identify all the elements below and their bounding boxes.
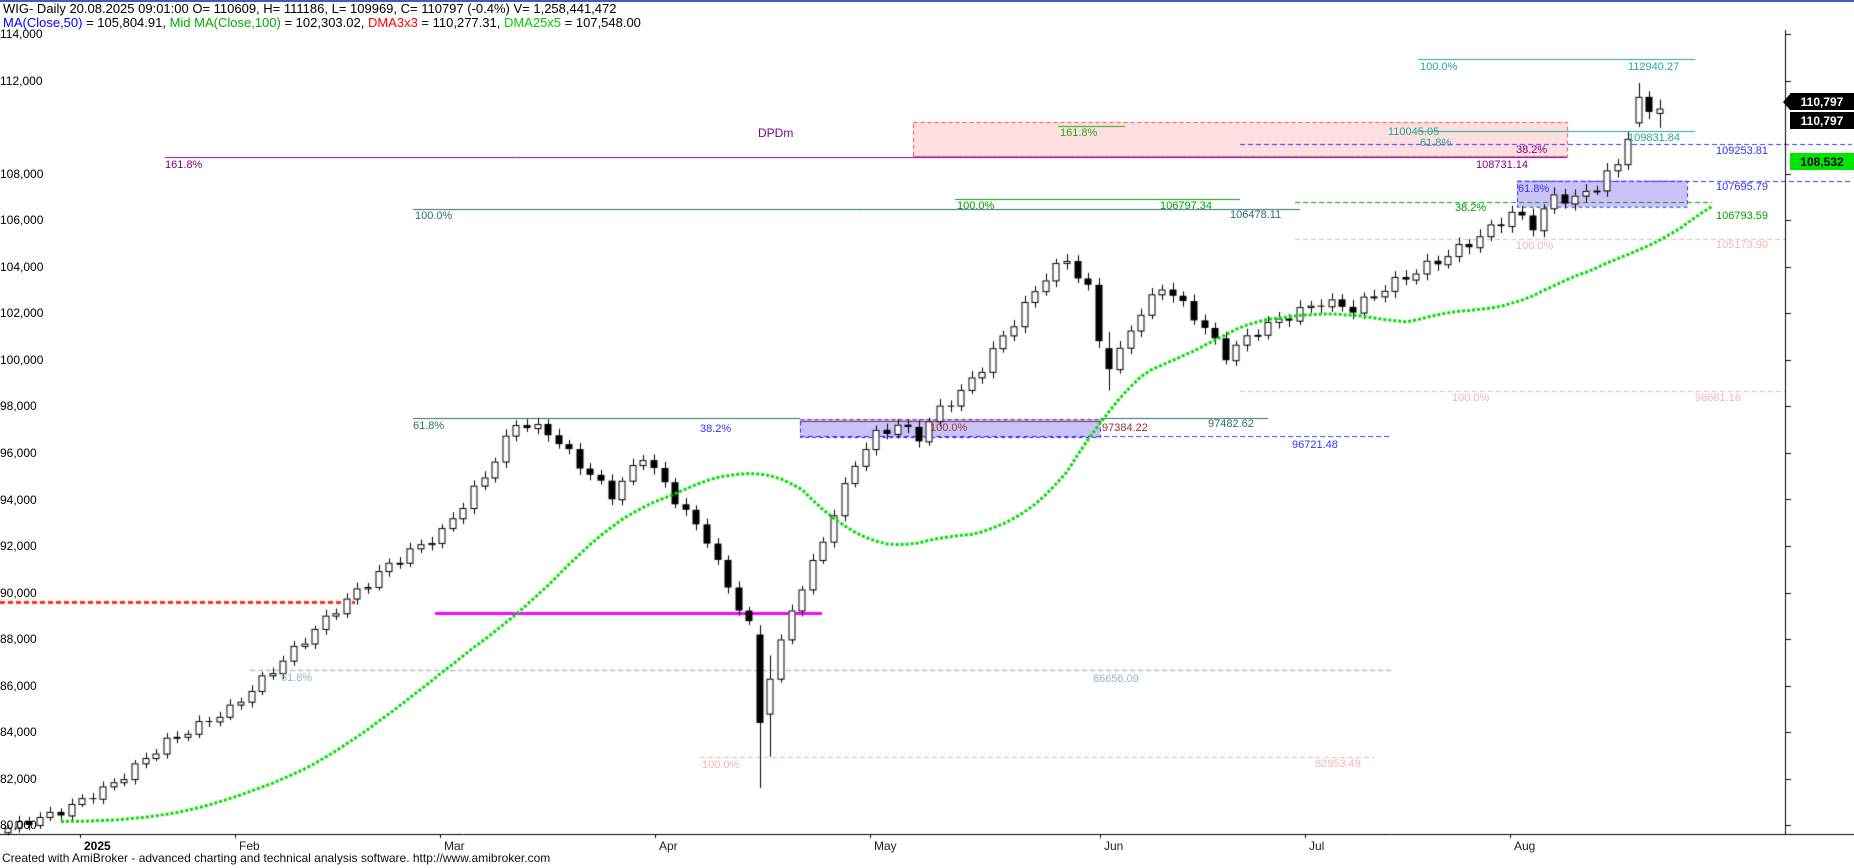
fib-level-label: 109253.81	[1716, 145, 1768, 158]
fib-level-label: 61.8%	[281, 672, 313, 685]
trendline-annotation: DPDm	[758, 126, 794, 140]
fib-level-label: 38.2%	[1516, 143, 1548, 156]
fib-level-label: 106793.59	[1716, 209, 1768, 222]
amibroker-credit-line: Created with AmiBroker - advanced charti…	[2, 851, 551, 865]
y-axis-label: 114,000	[0, 27, 43, 41]
fib-level-label: 109831.84	[1628, 132, 1680, 144]
fib-level-label: 38.2%	[1455, 201, 1487, 214]
y-axis-label: 98,000	[0, 399, 37, 414]
last-price-badge: 110,797	[1783, 93, 1854, 111]
indicator-segment-3: = 102,303.02,	[280, 15, 368, 30]
fib-level-label: 100.0%	[1452, 391, 1490, 404]
x-axis-month-label: Mar	[444, 839, 465, 853]
indicator-segment-0: MA(Close,50)	[3, 15, 83, 30]
indicator-segment-6: DMA25x5	[503, 15, 562, 30]
y-axis-label: 82,000	[0, 771, 37, 786]
indicator-segment-2: Mid MA(Close,100)	[169, 15, 281, 30]
fib-level-label: 105173.90	[1716, 239, 1768, 252]
indicator-segment-7: = 107,548.00	[561, 15, 641, 30]
x-axis-month-label: Jul	[1309, 839, 1325, 853]
fib-level-label: 108731.14	[1476, 158, 1528, 171]
y-axis-label: 108,000	[0, 166, 44, 181]
quote-title-line: WIG- Daily 20.08.2025 09:01:00 O= 110609…	[3, 1, 617, 16]
y-axis-label: 106,000	[0, 213, 44, 228]
fib-level-label: 61.8%	[1518, 182, 1550, 195]
chart-title-block: WIG- Daily 20.08.2025 09:01:00 O= 110609…	[3, 2, 641, 30]
y-axis-label: 88,000	[0, 632, 37, 647]
y-axis-label: 112,000	[0, 73, 43, 88]
y-axis-label: 102,000	[0, 306, 44, 321]
fib-level-label: 161.8%	[165, 158, 203, 171]
x-axis-month-label: Apr	[659, 839, 678, 853]
y-axis-label: 80,000	[0, 818, 37, 833]
fib-level-label: 161.8%	[1060, 127, 1098, 140]
y-axis-label: 92,000	[0, 539, 37, 554]
fib-level-label: 97482.62	[1208, 418, 1254, 431]
fib-level-label: 100.0%	[702, 758, 740, 771]
ma-value-badge: 108,532	[1790, 153, 1854, 171]
y-axis-label: 94,000	[0, 492, 37, 507]
fib-level-label: 110045.05	[1388, 126, 1440, 138]
indicator-values-line: MA(Close,50) = 105,804.91, Mid MA(Close,…	[3, 16, 641, 30]
fib-level-label: 100.0%	[930, 421, 968, 434]
y-axis-label: 84,000	[0, 725, 37, 740]
last-price-badge: 110,797	[1790, 112, 1854, 130]
fib-level-label: 38.2%	[700, 423, 732, 436]
fib-level-label: 82953.49	[1315, 757, 1361, 770]
x-axis-month-label: Aug	[1514, 839, 1536, 853]
fib-level-label: 100.0%	[957, 200, 995, 213]
fib-level-label: 112940.27	[1628, 60, 1680, 73]
x-axis-month-label: Feb	[239, 839, 260, 853]
fib-level-label: 96721.48	[1292, 439, 1338, 452]
x-axis-month-label: 2025	[84, 839, 111, 853]
y-axis-label: 86,000	[0, 678, 37, 693]
x-axis-month-label: Jun	[1104, 839, 1124, 853]
fib-level-label: 100.0%	[415, 210, 453, 223]
indicator-segment-1: = 105,804.91,	[82, 15, 170, 30]
fib-level-label: 61.8%	[413, 420, 445, 433]
indicator-segment-4: DMA3x3	[367, 15, 418, 30]
fib-level-label: 98681.16	[1695, 391, 1741, 404]
fib-level-label: 106797.34	[1160, 200, 1212, 213]
fib-level-label: 97384.22	[1102, 421, 1148, 434]
indicator-segment-5: = 110,277.31,	[417, 15, 504, 30]
y-axis-label: 100,000	[0, 352, 44, 367]
fib-level-label: 107695.79	[1716, 180, 1768, 193]
x-axis-month-label: May	[874, 839, 897, 853]
fib-level-label: 61.8%	[1420, 137, 1452, 149]
y-axis-label: 96,000	[0, 445, 37, 460]
price-pointer-arrow-icon	[1783, 93, 1790, 110]
fib-level-label: 106478.11	[1230, 209, 1282, 222]
fib-level-label: 86656.09	[1093, 673, 1139, 686]
y-axis-label: 90,000	[0, 585, 37, 600]
y-axis-label: 104,000	[0, 259, 44, 274]
fib-level-label: 100.0%	[1516, 240, 1554, 253]
fib-level-label: 100.0%	[1420, 60, 1458, 73]
